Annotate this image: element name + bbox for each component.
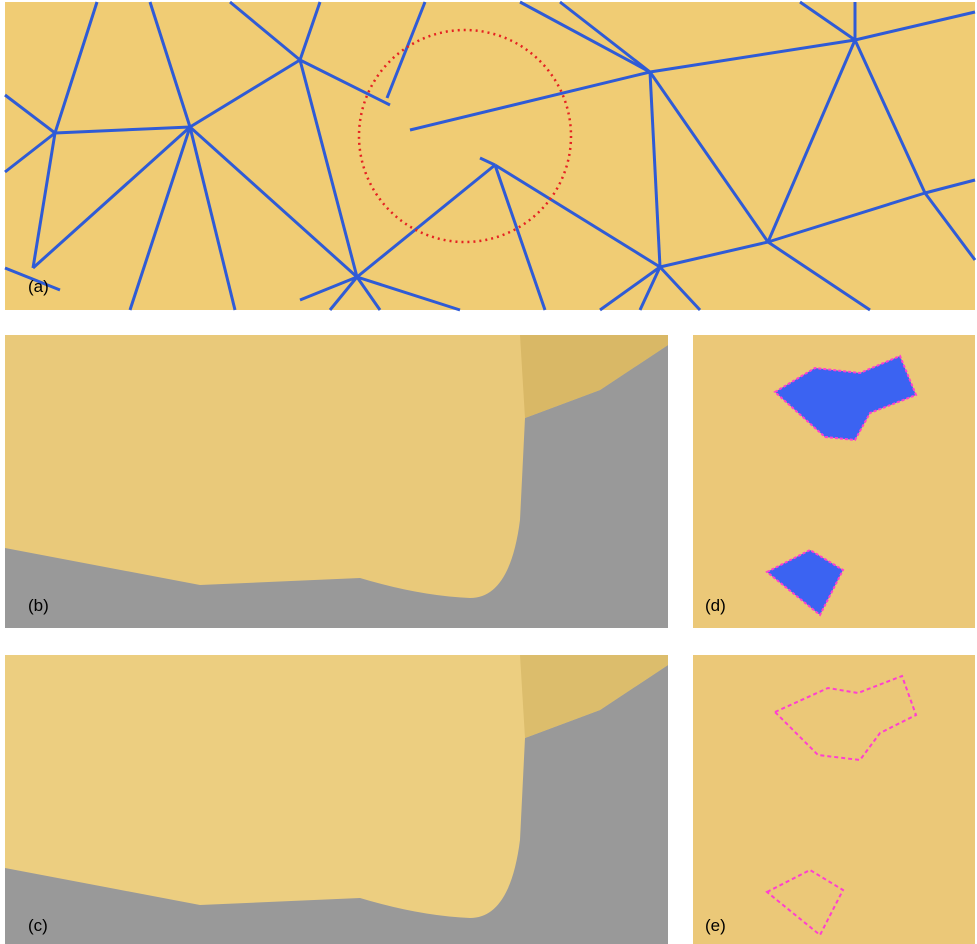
mesh-edge	[767, 240, 871, 312]
mesh-edge	[638, 266, 662, 311]
mesh-edge	[854, 10, 976, 42]
panel-e: (e)	[693, 655, 975, 944]
bone-surface	[5, 655, 668, 918]
mesh-edge	[356, 275, 461, 312]
mesh-edge	[298, 59, 359, 278]
mesh-edge	[299, 275, 358, 302]
panel-background	[693, 655, 975, 944]
panel-label: (d)	[705, 596, 726, 615]
mesh-edge	[659, 240, 769, 269]
mesh-edge	[148, 1, 192, 128]
mesh-edge	[328, 276, 359, 311]
mesh-edge	[299, 58, 391, 107]
hole-outline	[765, 868, 845, 937]
mesh-edge	[766, 39, 857, 243]
mesh-edge	[479, 156, 496, 167]
hole-patch	[773, 354, 918, 442]
mesh-edge	[767, 191, 926, 244]
panel-label: (a)	[28, 277, 49, 296]
mesh-edges	[4, 0, 977, 312]
hole-outline	[773, 674, 918, 762]
mesh-edge	[355, 276, 382, 311]
mesh-edge	[494, 163, 661, 269]
highlight-circle	[357, 28, 573, 244]
panel-b: (b)	[5, 335, 668, 628]
mesh-edge	[229, 0, 301, 62]
mesh-edge	[519, 0, 651, 74]
mesh-edge	[31, 125, 192, 270]
bone-surface	[520, 655, 668, 738]
mesh-edge	[648, 71, 662, 268]
mesh-edge	[298, 1, 322, 61]
mesh-edge	[658, 265, 702, 312]
bone-surface	[5, 335, 668, 598]
hole-patch	[765, 548, 845, 617]
panel-label: (e)	[705, 916, 726, 935]
mesh-edge	[4, 266, 61, 292]
panel-a: (a)	[4, 0, 977, 312]
mesh-edge	[853, 39, 927, 194]
mesh-edge	[189, 58, 301, 129]
bone-surface	[520, 335, 668, 418]
mesh-edge	[4, 131, 56, 174]
mesh-edge	[4, 93, 56, 135]
panel-c: (c)	[5, 655, 668, 944]
mesh-edge	[649, 38, 856, 74]
mesh-edge	[409, 70, 651, 132]
mesh-edge	[559, 0, 651, 74]
panel-d: (d)	[693, 335, 975, 628]
mesh-edge	[924, 178, 976, 195]
mesh-edge	[188, 125, 359, 279]
mesh-edge	[188, 126, 237, 311]
mesh-edge	[54, 125, 191, 135]
panel-label: (c)	[28, 916, 48, 935]
mesh-edge	[923, 192, 977, 261]
mesh-edge	[53, 1, 99, 134]
mesh-edge	[385, 1, 427, 99]
mesh-edge	[356, 163, 496, 279]
mesh-edge	[31, 132, 57, 269]
panel-label: (b)	[28, 596, 49, 615]
mesh-edge	[128, 126, 192, 311]
mesh-edge	[648, 71, 770, 243]
mesh-edge	[799, 0, 856, 42]
mesh-edge	[493, 164, 547, 311]
panel-background	[5, 2, 975, 310]
mesh-edge	[599, 265, 661, 312]
